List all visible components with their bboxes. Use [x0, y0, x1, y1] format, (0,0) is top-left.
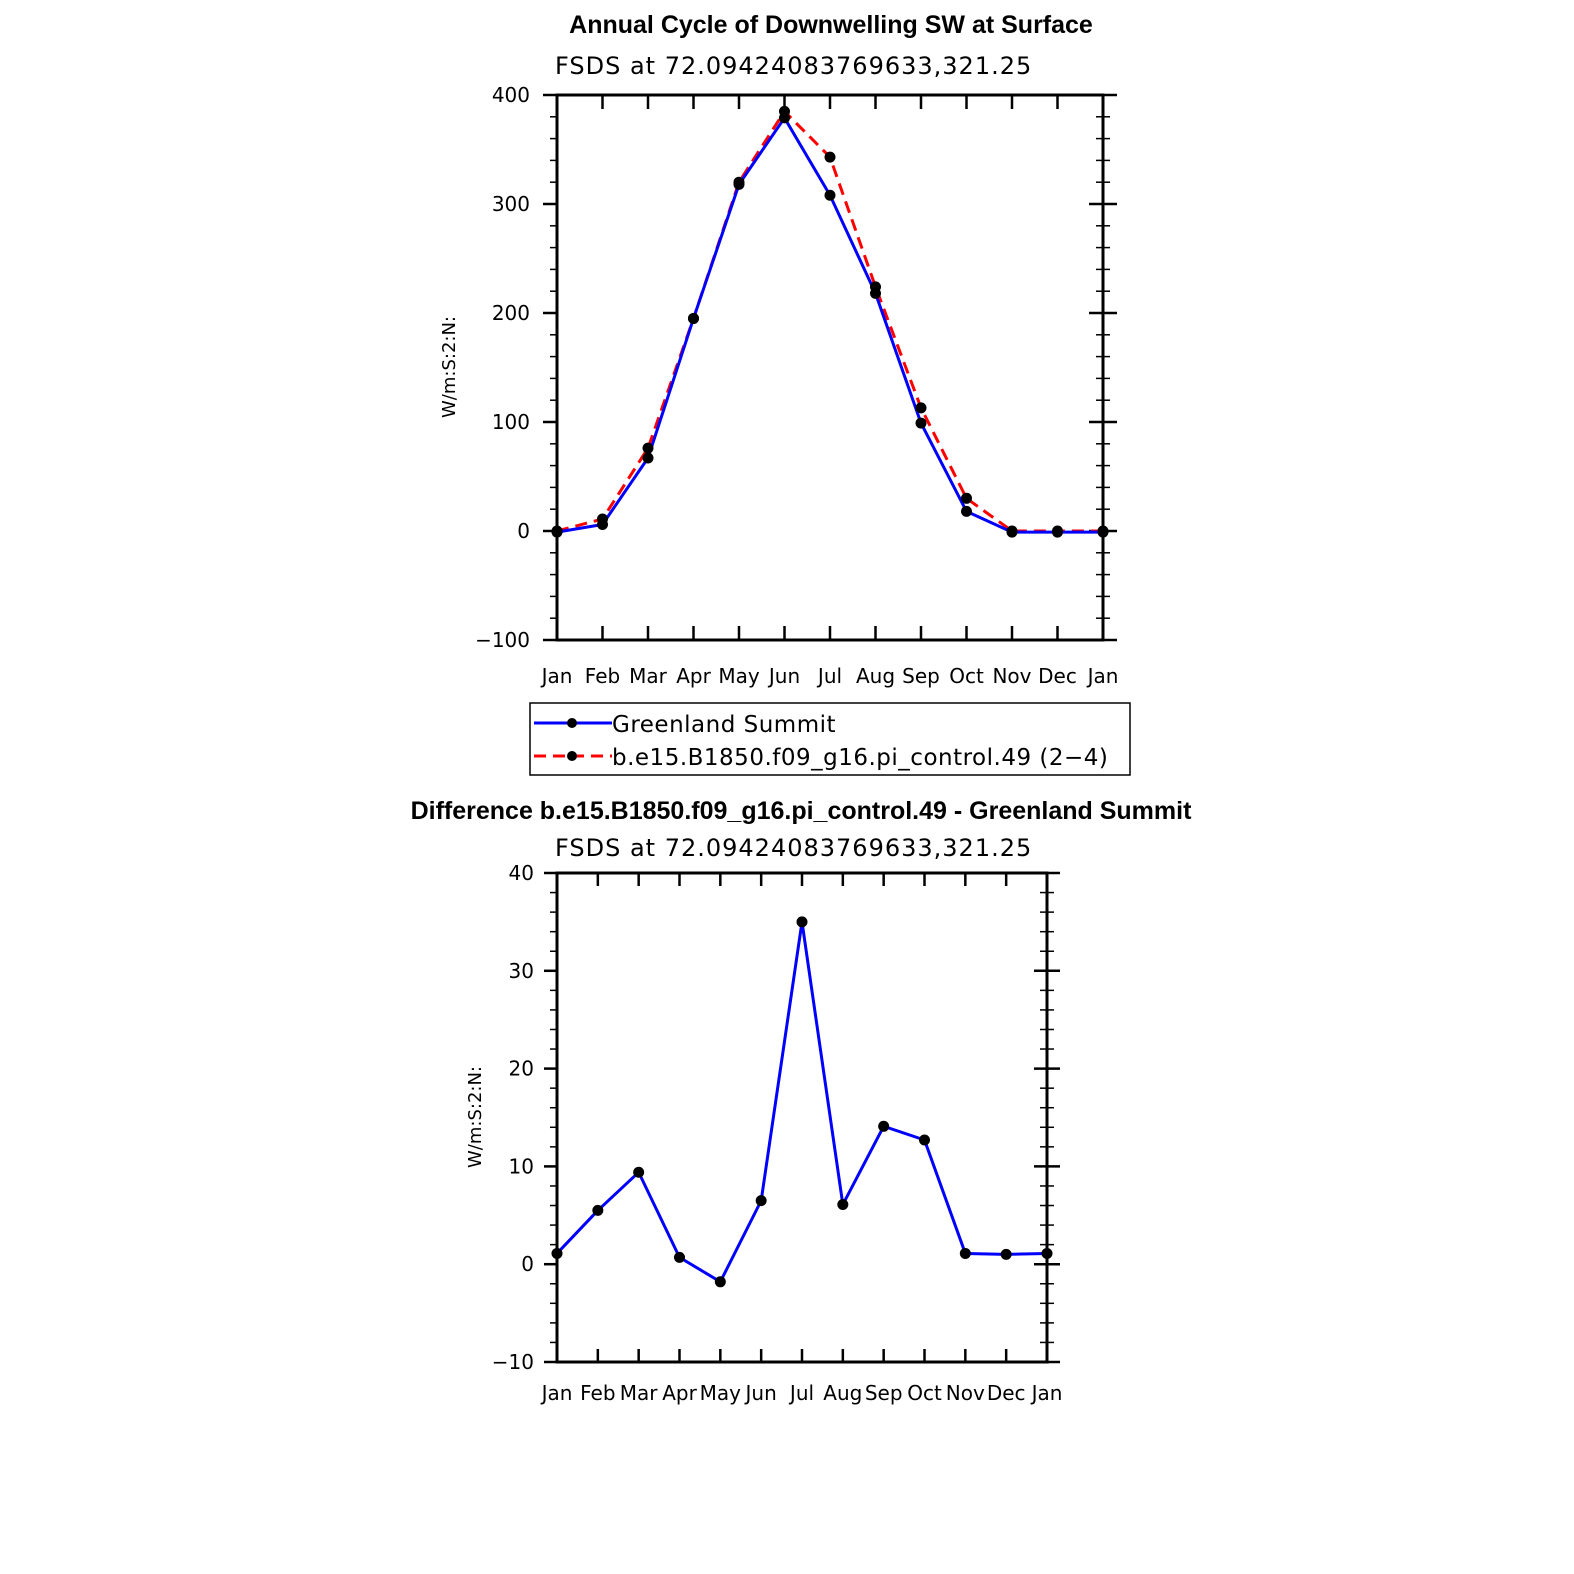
series-1-point	[961, 492, 972, 504]
y-tick-label: 30	[509, 959, 534, 983]
x-tick-label: Aug	[823, 1381, 862, 1405]
series-0-line	[556, 116, 1103, 534]
annual-cycle-chart: Annual Cycle of Downwelling SW at Surfac…	[439, 11, 1118, 688]
x-tick-label: Sep	[902, 664, 940, 688]
x-tick-label: May	[700, 1381, 742, 1405]
x-tick-label: Oct	[907, 1381, 942, 1405]
y-tick-label: −100	[475, 628, 530, 652]
x-tick-label: Jan	[540, 664, 573, 688]
y-tick-label: 20	[509, 1057, 534, 1081]
x-tick-labels: Jan Feb Mar Apr May Jun Jul Aug Sep Oct Nov Dec Jan	[540, 1381, 1063, 1405]
x-tick-label: Nov	[992, 664, 1031, 688]
y-tick-label: 0	[517, 519, 530, 543]
x-tick-label: Dec	[1038, 664, 1077, 688]
series-0-point	[824, 189, 836, 201]
y-axis-label: W/m:S:2:N:	[465, 1066, 486, 1168]
series-0-point	[1052, 526, 1063, 538]
x-tick-label: Nov	[946, 1381, 985, 1405]
series-0-point	[959, 1247, 971, 1259]
series-0-point	[961, 505, 972, 517]
legend-entry-model: b.e15.B1850.f09_g16.pi_control.49 (2−4)	[534, 745, 1108, 771]
legend-label-greenland-summit: Greenland Summit	[612, 712, 836, 738]
y-tick-label: 0	[521, 1252, 534, 1276]
series-0-point	[714, 1276, 726, 1288]
series-layer	[551, 105, 1109, 538]
plot-frame	[555, 93, 1105, 642]
x-tick-label: Jun	[767, 664, 800, 688]
axis-ticks	[543, 93, 1117, 642]
series-1-point	[915, 402, 927, 414]
series-0-point	[919, 1134, 930, 1146]
y-tick-label: 400	[492, 83, 530, 107]
y-tick-labels: −100 0 100 200 300 400	[475, 83, 530, 652]
legend-box	[529, 702, 1131, 776]
y-tick-label: 300	[492, 192, 530, 216]
chart-subtitle: FSDS at 72.09424083769633,321.25	[555, 52, 1032, 80]
y-tick-labels: −10 0 10 20 30 40	[492, 861, 534, 1374]
x-tick-label: May	[718, 664, 760, 688]
chart-title: Annual Cycle of Downwelling SW at Surfac…	[569, 11, 1093, 39]
chart-subtitle: FSDS at 72.09424083769633,321.25	[555, 834, 1032, 862]
series-0-point	[915, 417, 927, 429]
series-0-point	[878, 1120, 890, 1132]
series-0-point	[674, 1251, 685, 1263]
series-0-point	[779, 112, 790, 124]
x-tick-label: Jan	[1086, 664, 1119, 688]
y-tick-label: 10	[509, 1154, 534, 1178]
x-tick-label: Mar	[620, 1381, 659, 1405]
legend: Greenland Summit b.e15.B1850.f09_g16.pi_…	[529, 702, 1131, 776]
x-tick-label: Jul	[788, 1381, 814, 1405]
legend-marker-model	[567, 751, 577, 761]
y-tick-label: 40	[509, 861, 534, 885]
series-layer	[551, 916, 1053, 1288]
x-tick-label: Jan	[540, 1381, 573, 1405]
y-axis-label: W/m:S:2:N:	[439, 316, 460, 418]
x-tick-labels: Jan Feb Mar Apr May Jun Jul Aug Sep Oct Nov Dec Jan	[540, 664, 1119, 688]
x-tick-label: Aug	[856, 664, 895, 688]
legend-entry-greenland-summit: Greenland Summit	[534, 712, 836, 738]
series-0-point	[642, 452, 654, 464]
x-tick-label: Jul	[816, 664, 842, 688]
series-0-point	[688, 312, 699, 324]
x-tick-label: Oct	[949, 664, 984, 688]
series-0-point	[837, 1199, 849, 1211]
x-tick-label: Jun	[744, 1381, 777, 1405]
series-0-point	[870, 287, 881, 299]
series-0-point	[733, 178, 745, 190]
difference-chart: Difference b.e15.B1850.f09_g16.pi_contro…	[411, 797, 1193, 1405]
x-tick-label: Jan	[1030, 1381, 1063, 1405]
series-0-point	[597, 518, 608, 530]
series-0-point	[1006, 526, 1018, 538]
axis-ticks	[544, 871, 1060, 1364]
chart-title: Difference b.e15.B1850.f09_g16.pi_contro…	[411, 797, 1193, 825]
series-0-point	[633, 1166, 645, 1178]
series-1-line	[556, 109, 1103, 533]
x-tick-label: Mar	[629, 664, 668, 688]
plot-frame	[555, 871, 1049, 1364]
series-1-point	[824, 151, 836, 163]
series-1-point	[642, 442, 654, 454]
legend-label-model: b.e15.B1850.f09_g16.pi_control.49 (2−4)	[612, 745, 1108, 771]
series-0-point	[592, 1204, 604, 1216]
x-tick-label: Feb	[585, 664, 620, 688]
series-0-line	[555, 920, 1048, 1284]
legend-marker-greenland-summit	[567, 718, 577, 728]
x-tick-label: Sep	[865, 1381, 903, 1405]
x-tick-label: Apr	[662, 1381, 697, 1405]
series-0-point	[755, 1195, 767, 1207]
x-tick-label: Dec	[987, 1381, 1026, 1405]
series-0-point	[1000, 1248, 1012, 1260]
y-tick-label: −10	[492, 1350, 534, 1374]
y-tick-label: 100	[492, 410, 530, 434]
y-tick-label: 200	[492, 301, 530, 325]
series-0-point	[796, 916, 808, 928]
x-tick-label: Feb	[580, 1381, 615, 1405]
x-tick-label: Apr	[676, 664, 711, 688]
